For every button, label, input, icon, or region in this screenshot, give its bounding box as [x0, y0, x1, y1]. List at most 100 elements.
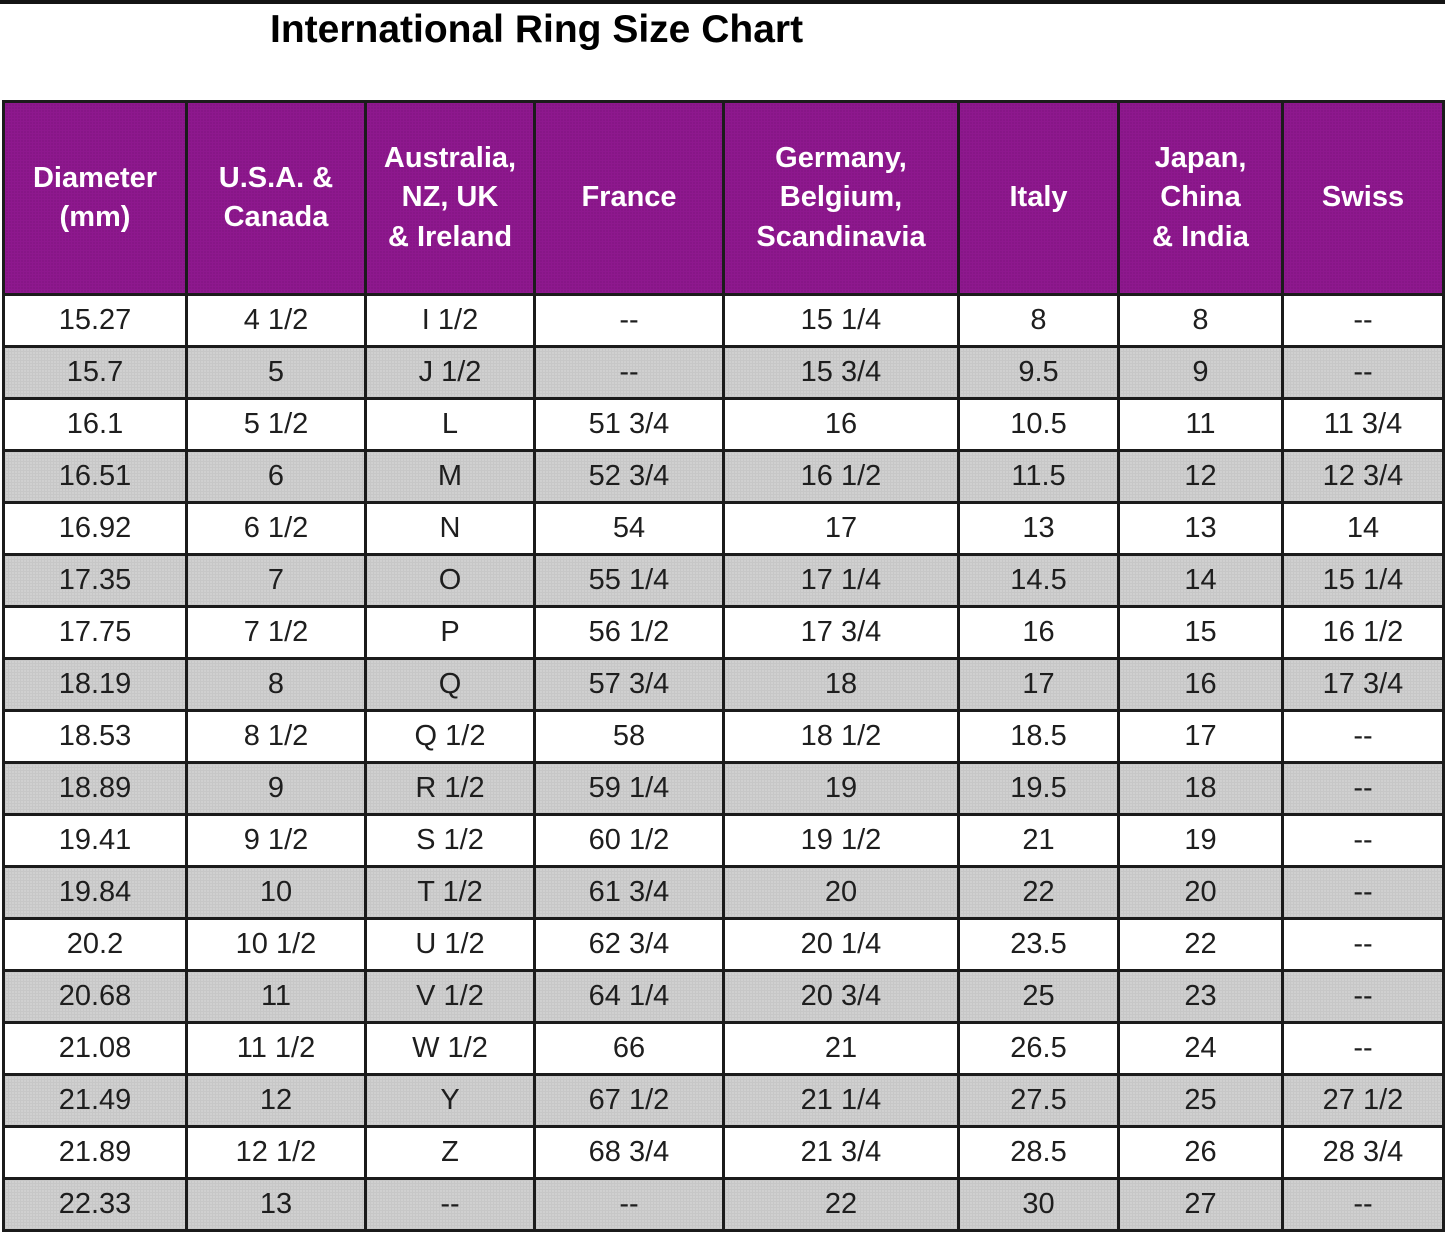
cell: 21 1/4	[722, 1073, 960, 1128]
cell: 27.5	[957, 1073, 1120, 1128]
cell: 59 1/4	[533, 761, 725, 816]
cell: 18 1/2	[722, 709, 960, 764]
cell: 8	[185, 657, 367, 712]
cell: 15	[1117, 605, 1284, 660]
cell: 28 3/4	[1281, 1125, 1445, 1180]
cell: 64 1/4	[533, 969, 725, 1024]
cell: 16.51	[2, 449, 188, 504]
top-divider	[0, 0, 1445, 4]
cell: 4 1/2	[185, 293, 367, 348]
column-header-swiss: Swiss	[1281, 100, 1445, 296]
cell: 15.7	[2, 345, 188, 400]
cell: --	[1281, 293, 1445, 348]
cell: 12 3/4	[1281, 449, 1445, 504]
cell: 21 3/4	[722, 1125, 960, 1180]
cell: 12	[185, 1073, 367, 1128]
table-header: Diameter (mm) U.S.A. & Canada Australia,…	[2, 100, 1445, 296]
cell: 5 1/2	[185, 397, 367, 452]
cell: Q	[364, 657, 536, 712]
table-row: 18.19 8 Q 57 3/4 18 17 16 17 3/4	[2, 657, 1445, 712]
cell: --	[1281, 813, 1445, 868]
table-row: 16.51 6 M 52 3/4 16 1/2 11.5 12 12 3/4	[2, 449, 1445, 504]
cell: 17 3/4	[722, 605, 960, 660]
cell: R 1/2	[364, 761, 536, 816]
cell: 14	[1281, 501, 1445, 556]
cell: 25	[1117, 1073, 1284, 1128]
cell: 24	[1117, 1021, 1284, 1076]
cell: 6	[185, 449, 367, 504]
cell: 62 3/4	[533, 917, 725, 972]
cell: 11	[1117, 397, 1284, 452]
cell: 13	[185, 1177, 367, 1232]
cell: 17.35	[2, 553, 188, 608]
cell: --	[1281, 1021, 1445, 1076]
table-row: 17.35 7 O 55 1/4 17 1/4 14.5 14 15 1/4	[2, 553, 1445, 608]
cell: 15.27	[2, 293, 188, 348]
cell: --	[1281, 1177, 1445, 1232]
table-row: 22.33 13 -- -- 22 30 27 --	[2, 1177, 1445, 1232]
cell: 15 1/4	[1281, 553, 1445, 608]
table-row: 21.89 12 1/2 Z 68 3/4 21 3/4 28.5 26 28 3/4	[2, 1125, 1445, 1180]
cell: 26.5	[957, 1021, 1120, 1076]
cell: 10 1/2	[185, 917, 367, 972]
cell: 9 1/2	[185, 813, 367, 868]
cell: 11 1/2	[185, 1021, 367, 1076]
cell: 16.1	[2, 397, 188, 452]
cell: 19 1/2	[722, 813, 960, 868]
cell: 18.19	[2, 657, 188, 712]
cell: 19	[722, 761, 960, 816]
cell: 17	[1117, 709, 1284, 764]
cell: 55 1/4	[533, 553, 725, 608]
cell: 9.5	[957, 345, 1120, 400]
cell: 7	[185, 553, 367, 608]
cell: 6 1/2	[185, 501, 367, 556]
cell: 18	[722, 657, 960, 712]
cell: --	[533, 1177, 725, 1232]
cell: 14.5	[957, 553, 1120, 608]
cell: 7 1/2	[185, 605, 367, 660]
cell: 10	[185, 865, 367, 920]
cell: --	[1281, 761, 1445, 816]
cell: 17	[722, 501, 960, 556]
cell: 58	[533, 709, 725, 764]
table-row: 15.7 5 J 1/2 -- 15 3/4 9.5 9 --	[2, 345, 1445, 400]
cell: 23	[1117, 969, 1284, 1024]
cell: 23.5	[957, 917, 1120, 972]
cell: 16	[957, 605, 1120, 660]
cell: 15 1/4	[722, 293, 960, 348]
cell: 20.2	[2, 917, 188, 972]
table-body: 15.27 4 1/2 I 1/2 -- 15 1/4 8 8 -- 15.7 5 J 1/2 -- 1…	[2, 293, 1445, 1232]
cell: 9	[185, 761, 367, 816]
table-row: 20.2 10 1/2 U 1/2 62 3/4 20 1/4 23.5 22 --	[2, 917, 1445, 972]
cell: 10.5	[957, 397, 1120, 452]
cell: 8 1/2	[185, 709, 367, 764]
cell: 16 1/2	[722, 449, 960, 504]
table-row: 18.89 9 R 1/2 59 1/4 19 19.5 18 --	[2, 761, 1445, 816]
cell: 16.92	[2, 501, 188, 556]
cell: 20.68	[2, 969, 188, 1024]
cell: W 1/2	[364, 1021, 536, 1076]
ring-size-table: Diameter (mm) U.S.A. & Canada Australia,…	[2, 100, 1445, 1232]
table-row: 16.92 6 1/2 N 54 17 13 13 14	[2, 501, 1445, 556]
table-row: 21.49 12 Y 67 1/2 21 1/4 27.5 25 27 1/2	[2, 1073, 1445, 1128]
cell: 18	[1117, 761, 1284, 816]
cell: 18.5	[957, 709, 1120, 764]
cell: 17	[957, 657, 1120, 712]
cell: Z	[364, 1125, 536, 1180]
cell: 17 3/4	[1281, 657, 1445, 712]
cell: I 1/2	[364, 293, 536, 348]
cell: 28.5	[957, 1125, 1120, 1180]
cell: 20 1/4	[722, 917, 960, 972]
cell: T 1/2	[364, 865, 536, 920]
cell: 57 3/4	[533, 657, 725, 712]
column-header-diameter-mm: Diameter (mm)	[2, 100, 188, 296]
cell: 60 1/2	[533, 813, 725, 868]
cell: 68 3/4	[533, 1125, 725, 1180]
table-row: 20.68 11 V 1/2 64 1/4 20 3/4 25 23 --	[2, 969, 1445, 1024]
cell: 11.5	[957, 449, 1120, 504]
cell: S 1/2	[364, 813, 536, 868]
cell: --	[364, 1177, 536, 1232]
cell: U 1/2	[364, 917, 536, 972]
table-row: 21.08 11 1/2 W 1/2 66 21 26.5 24 --	[2, 1021, 1445, 1076]
cell: 22	[957, 865, 1120, 920]
